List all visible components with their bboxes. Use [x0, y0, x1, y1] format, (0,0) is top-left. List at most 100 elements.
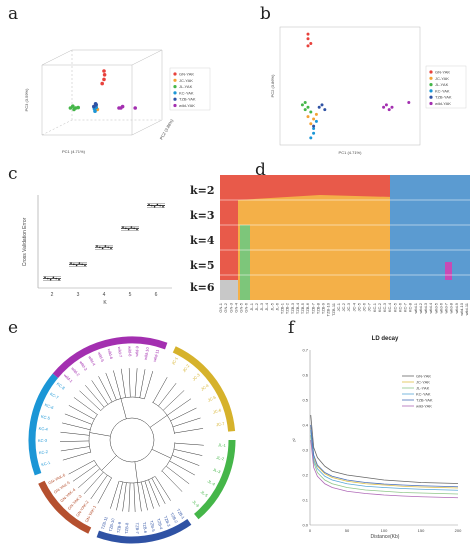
- pca3d-legend-label: GN-YAK: [179, 72, 194, 77]
- tree-branch: [79, 390, 101, 411]
- pca3d-zlabel: PC2 (3.86%): [159, 118, 175, 141]
- tree-leaf-label: KC-7: [49, 391, 60, 400]
- tree-branch: [73, 397, 98, 415]
- tree-group-arc: [52, 336, 168, 378]
- tree-branch: [148, 479, 160, 507]
- tree-leaf-label: JL-2: [216, 455, 225, 462]
- tree-group-arc: [172, 346, 236, 432]
- admixture-sample-label: JL-4: [264, 302, 269, 311]
- admixture-sample-label: KC-3: [382, 302, 387, 312]
- admixture-k-label: k=2: [190, 184, 215, 197]
- ld-legend-label: JL-YAK: [416, 386, 430, 391]
- pca3d-xlabel: PC1 (4.71%): [62, 149, 86, 154]
- pca2d-ylabel: PC2 (3.86%): [270, 74, 275, 98]
- tree-leaf-label: KC-5: [40, 414, 51, 421]
- tree-leaf-label: wild-8: [127, 346, 132, 357]
- pca3d-point: [93, 109, 97, 113]
- tree-branch: [128, 483, 131, 512]
- cv-xtick: 6: [155, 292, 158, 298]
- tree-leaf-label: TZB-5: [149, 520, 156, 533]
- admixture-chart: k=2 k=3 k=4 k=5 k=6 GN-1 GN-2 GN-3 GN-4 GN-5 GN-6…: [190, 175, 470, 316]
- pca2d-legend-marker: [429, 95, 433, 99]
- tree-leaf-label: wild-5: [97, 351, 106, 363]
- pca2d-point: [314, 112, 318, 116]
- tree-group-arc: [193, 439, 236, 520]
- tree-branch: [60, 446, 90, 452]
- admixture-sample-label: TZB-9: [321, 302, 326, 314]
- tree-branch: [78, 468, 100, 489]
- admixture-sample-label: JC-7: [367, 302, 372, 311]
- admixture-sample-label: wild-2: [418, 302, 423, 313]
- ld-legend-label: GN-YAK: [416, 374, 431, 379]
- tree-leaf-label: JC-4: [200, 382, 210, 391]
- panel-label-f: f: [288, 318, 295, 338]
- admixture-sample-label: wild-11: [464, 302, 469, 315]
- pca2d-point: [306, 105, 310, 109]
- ld-series-line: [310, 434, 459, 495]
- ld-xtick: 50: [345, 528, 350, 533]
- admixture-blue: [390, 175, 470, 300]
- tree-branch: [169, 460, 195, 476]
- ld-ytick: 0.7: [302, 348, 308, 353]
- cv-point: [73, 263, 75, 266]
- tree-clade-arc: [152, 401, 175, 435]
- admixture-sample-label: GN-3: [228, 302, 233, 312]
- ld-ytick: 0.2: [302, 473, 308, 478]
- tree-branch: [141, 482, 148, 511]
- pca2d-legend-marker: [429, 70, 433, 74]
- pca2d-legend-marker: [429, 89, 433, 93]
- ld-series-line: [310, 427, 459, 489]
- cv-point: [104, 245, 107, 247]
- pca2d-point: [323, 108, 327, 112]
- pca3d-legend-label: TZB-YAK: [179, 97, 196, 102]
- tree-branch: [155, 476, 171, 501]
- pca2d-point: [390, 105, 394, 109]
- admixture-grey: [220, 280, 238, 300]
- tree-leaf-label: wild-7: [117, 346, 124, 358]
- tree-branch: [134, 368, 138, 397]
- tree-branch: [137, 482, 142, 512]
- pca3d-point: [120, 104, 125, 109]
- ld-xlabel: Distance(Kb): [371, 534, 400, 540]
- tree-leaf-label: KC-1: [41, 460, 52, 468]
- pca3d-legend-label: wild-YAK: [179, 103, 195, 108]
- admixture-sample-label: wild-9: [454, 302, 459, 313]
- admixture-sample-label: JL-6: [274, 302, 279, 311]
- cv-point: [81, 263, 83, 266]
- cv-xtick: 5: [129, 292, 132, 298]
- pca3d-legend-box: [169, 67, 211, 111]
- tree-branch: [174, 428, 204, 434]
- ld-xtick: 200: [455, 528, 462, 533]
- cv-xtick: 2: [51, 292, 54, 298]
- cv-point: [110, 247, 112, 250]
- admixture-k-label: k=6: [190, 281, 215, 294]
- tree-leaf-label: JC-7: [216, 421, 226, 427]
- tree-branch: [98, 376, 113, 402]
- tree-leaf-label: JL-6: [191, 499, 201, 509]
- cv-point: [101, 247, 104, 250]
- tree-branch: [174, 449, 203, 456]
- pca3d-point: [102, 77, 106, 82]
- admixture-sample-label: KC-1: [372, 302, 377, 312]
- pca3d-legend-marker: [173, 97, 177, 101]
- admixture-sample-label: wild-10: [459, 302, 464, 315]
- tree-branch: [116, 482, 123, 511]
- tree-branch: [128, 368, 131, 397]
- pca2d-point: [312, 124, 316, 128]
- tree-leaf-label: JC-5: [207, 394, 217, 403]
- pca3d-point: [71, 104, 75, 108]
- tree-branch: [101, 455, 117, 471]
- admixture-sample-label: JL-5: [269, 302, 274, 311]
- admixture-sample-label: GN-4: [233, 302, 238, 312]
- pca2d-point: [317, 105, 321, 109]
- tree-branch: [139, 369, 146, 398]
- admixture-sample-label: wild-7: [444, 302, 449, 313]
- pca3d-legend-marker: [173, 72, 177, 76]
- admixture-sample-label: TZB-11: [331, 302, 336, 316]
- admixture-sample-label: TZB-4: [295, 302, 300, 314]
- cv-point: [47, 277, 49, 280]
- tree-branch: [110, 481, 120, 509]
- cv-point: [49, 278, 52, 281]
- tree-branch: [144, 371, 154, 399]
- cv-point: [70, 262, 72, 264]
